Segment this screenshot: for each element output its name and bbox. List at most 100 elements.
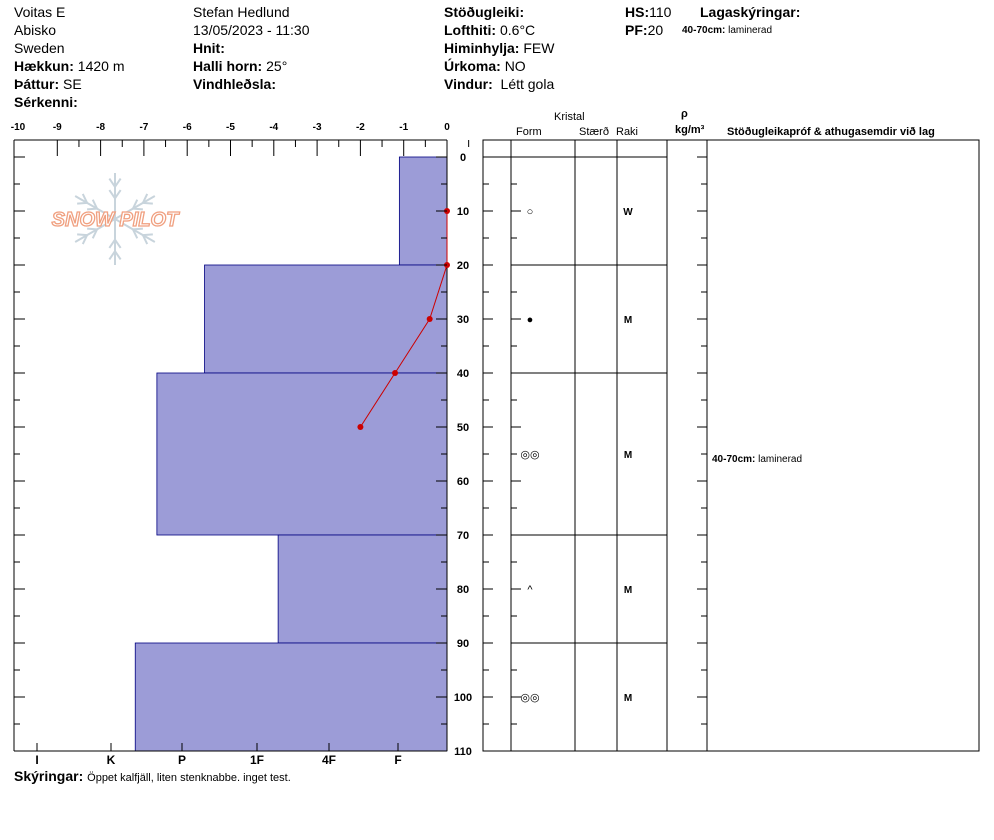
depth-tick-label: 100 [454,692,472,704]
temp-tick-label: -2 [356,122,365,133]
observation-datetime: 13/05/2023 - 11:30 [193,22,310,38]
snowflake-branch [87,227,98,231]
size-header: Stærð [579,126,609,138]
remarks-row: Skýringar: Öppet kalfjäll, liten stenkna… [14,768,291,784]
temp-tick-label: -3 [313,122,322,133]
temp-tick-label: -6 [183,122,192,133]
temp-tick-label: -5 [226,122,235,133]
wind-loading-label: Vindhleðsla: [193,76,276,92]
region-name: Abisko [14,22,57,38]
crystal-form-symbol: ^ [527,584,533,596]
elevation-row: Hækkun: 1420 m [14,58,125,74]
snowflake-branch [142,201,153,205]
snow-pilot-logo: SNOW PILOT [51,173,181,265]
depth-tick-label: 70 [457,530,469,542]
logo-text: SNOW PILOT [52,209,180,231]
comment-row-1: 40-70cm: laminerad [712,454,803,465]
hardness-label: F [394,753,401,767]
layer-note-header: 40-70cm: laminerad [682,25,773,36]
hardness-label: 4F [322,753,336,767]
depth-tick-label: 60 [457,476,469,488]
precip-row: Úrkoma: NO [444,58,526,74]
temp-tick-label: -8 [96,122,105,133]
snowflake-arm [114,195,156,220]
hardness-bar-5 [134,642,448,752]
crystal-form-symbol: ◎◎ [520,449,539,461]
moisture-code: W [623,207,633,218]
stability-label: Stöðugleiki: [444,4,525,20]
moisture-code: M [624,693,632,704]
snowflake-branch [108,239,116,249]
temp-tick-label: 0 [444,122,450,133]
depth-tick-label: 90 [457,638,469,650]
aspect-row: Þáttur: SE [14,76,82,92]
snowflake-branch [114,239,122,249]
snowflake-arm [114,218,156,243]
snowflake-branch [132,227,143,231]
coords-label: Hnit: [193,40,225,56]
depth-tick-label: 30 [457,314,469,326]
slope-row: Halli horn: 25° [193,58,288,74]
hardness-bar-3 [156,372,448,536]
location-name: Voitas E [14,4,66,20]
crystal-header: Kristal [554,111,585,123]
snowflake-branch [132,228,139,239]
temp-tick-label: -4 [269,122,278,133]
snowflake-arm [74,195,116,220]
temp-tick-label: -9 [53,122,62,133]
density-unit-header: kg/m³ [675,124,705,136]
crystal-form-symbol: ● [527,314,534,326]
moisture-code: M [624,450,632,461]
specifics-label: Sérkenni: [14,94,78,110]
pf-row: PF:20 [625,22,664,38]
hs-row: HS:110 [625,4,672,20]
snowflake-branch [77,233,88,237]
density-rho-header: ρ [681,108,688,120]
hardness-label: K [107,753,116,767]
hardness-label: I [35,753,38,767]
observer-name: Stefan Hedlund [193,4,290,20]
moisture-code: M [624,315,632,326]
depth-tick-label: 40 [457,368,469,380]
moisture-header: Raki [616,126,639,138]
snowflake-branch [114,189,122,199]
snowflake-branch [132,199,139,210]
temp-tick-label: -7 [139,122,148,133]
temp-tick-label: -10 [11,122,26,133]
snowflake-branch [108,189,116,199]
temperature-point [426,316,433,322]
moisture-code: M [624,585,632,596]
hardness-bar-2 [204,264,448,374]
snowflake-branch [114,177,122,188]
snowflake-branch [114,250,122,261]
country-name: Sweden [14,40,65,56]
snowflake-branch [81,234,89,245]
snowflake-branch [81,193,89,204]
snowflake-branch [77,201,88,205]
hardness-bar-4 [277,534,448,644]
depth-tick-label: 10 [457,206,469,218]
form-header: Form [516,126,542,138]
temp-tick-label: -1 [399,122,408,133]
sky-row: Himinhylja: FEW [444,40,555,56]
snowflake-arm [74,218,116,243]
crystal-form-symbol: ○ [527,206,534,218]
depth-tick-label: 0 [460,152,466,164]
depth-tick-label: 80 [457,584,469,596]
snowflake-branch [141,234,149,245]
temperature-point [392,370,399,376]
hardness-label: P [178,753,186,767]
snowflake-branch [91,228,98,239]
layer-notes-label: Lagaskýringar: [700,4,801,20]
temperature-point [357,424,364,430]
depth-tick-label: 110 [454,746,472,758]
snowflake-branch [91,199,98,210]
snowflake-branch [108,250,116,261]
air-temp-row: Lofthiti: 0.6°C [444,22,536,38]
snowflake-branch [132,207,143,211]
crystal-form-symbol: ◎◎ [520,692,539,704]
snowflake-branch [108,177,116,188]
snowflake-branch [87,207,98,211]
snowflake-branch [141,193,149,204]
